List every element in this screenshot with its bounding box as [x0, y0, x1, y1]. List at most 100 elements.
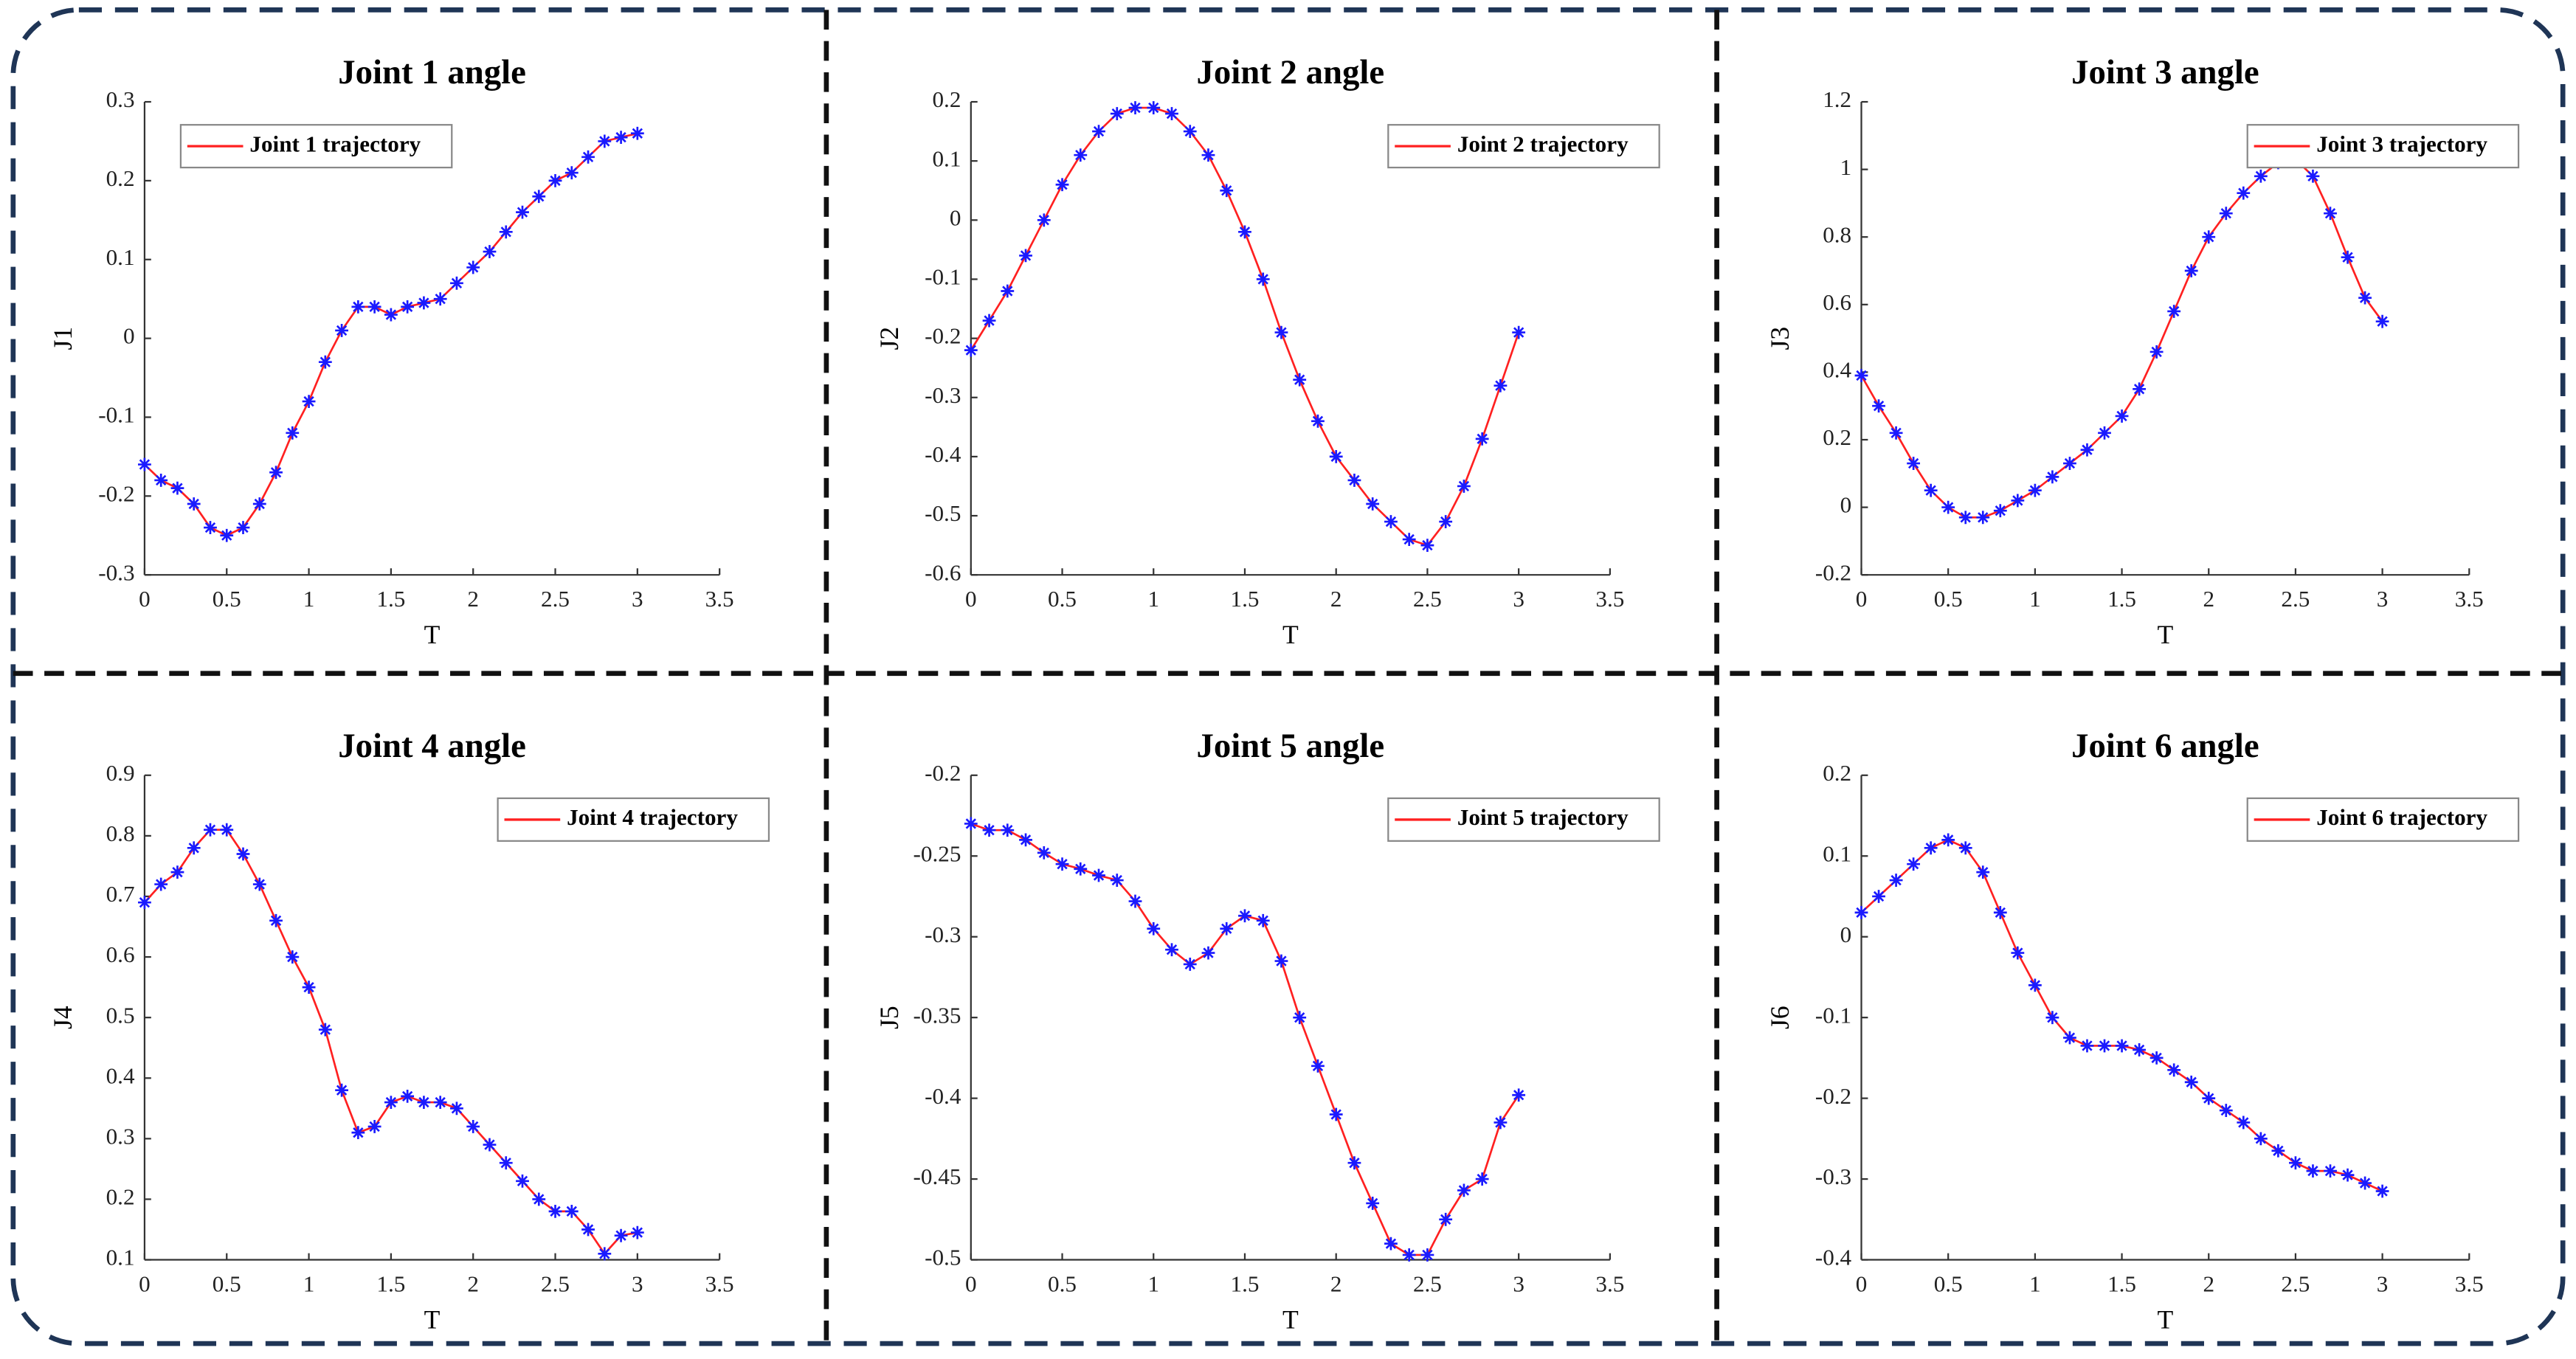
y-tick-label: -0.2 [1815, 559, 1851, 585]
chart: 0 0.5 1 1.5 2 2.5 3 3.5 0.1 0.2 0.3 0.4 0.5 0.6 0.7 0.8… [48, 727, 770, 1334]
x-axis-label: T [2158, 620, 2174, 649]
marker [318, 1023, 332, 1037]
legend-label: Joint 6 trajectory [2316, 804, 2487, 830]
marker [1311, 1059, 1325, 1073]
y-tick-label: -0.1 [98, 402, 134, 428]
chart-title: Joint 3 angle [2071, 53, 2259, 91]
marker [483, 245, 497, 258]
trajectory-line [1860, 838, 2383, 1192]
marker [1256, 272, 1270, 286]
marker [2011, 946, 2025, 960]
marker [1941, 500, 1955, 514]
marker [2045, 470, 2059, 484]
marker [2358, 291, 2372, 305]
marker [154, 474, 168, 487]
marker [1329, 1107, 1343, 1121]
marker [220, 823, 234, 837]
y-tick-label: 0.9 [106, 760, 135, 786]
y-tick-label: -0.3 [98, 559, 134, 585]
y-tick-label: 0.1 [1823, 840, 1851, 866]
marker [1907, 857, 1921, 871]
marker [1183, 958, 1197, 971]
x-tick-label: 0.5 [1934, 586, 1963, 612]
marker [1872, 890, 1885, 903]
marker [598, 1247, 612, 1261]
marker [2011, 494, 2025, 508]
marker [1924, 841, 1938, 855]
marker [1110, 874, 1124, 887]
x-tick-label: 3 [632, 1270, 643, 1296]
marker [384, 1096, 398, 1109]
y-tick-label: 0 [1840, 492, 1852, 518]
marker [483, 1138, 497, 1152]
marker [1293, 373, 1307, 387]
marker [1872, 399, 1885, 413]
marker [433, 292, 447, 306]
marker [1147, 101, 1161, 114]
y-tick-label: 0.2 [106, 1184, 135, 1210]
marker [1037, 213, 1051, 227]
y-axis-label: J3 [1765, 327, 1795, 350]
marker [1311, 414, 1325, 428]
trajectory-line [143, 132, 638, 537]
marker [351, 1126, 365, 1140]
marker [1976, 865, 1990, 879]
y-tick-label: -0.3 [925, 382, 961, 408]
marker [2254, 1132, 2268, 1146]
marker [1854, 905, 1868, 919]
marker [2080, 443, 2094, 457]
marker [581, 1223, 595, 1237]
chart-title: Joint 2 angle [1197, 53, 1385, 91]
marker [2063, 457, 2076, 470]
trajectory-line [970, 106, 1520, 547]
y-tick-label: -0.3 [1815, 1163, 1851, 1189]
marker [466, 1120, 480, 1133]
marker [1494, 1116, 1508, 1130]
y-axis-label: J6 [1765, 1006, 1795, 1029]
marker [2167, 305, 2181, 318]
marker [2219, 207, 2233, 221]
marker [450, 276, 463, 290]
marker [1110, 107, 1124, 120]
y-tick-label: -0.5 [925, 1245, 961, 1270]
marker [335, 1083, 348, 1097]
legend-label: Joint 4 trajectory [567, 804, 738, 830]
legend-box [1387, 124, 1660, 169]
y-tick-label: 0.8 [106, 820, 135, 846]
y-tick-label: 0.8 [1823, 221, 1851, 247]
marker [516, 205, 529, 219]
x-tick-label: 2 [2203, 586, 2214, 612]
x-tick-label: 3.5 [1595, 1270, 1624, 1296]
y-tick-label: -0.4 [925, 441, 961, 467]
y-tick-label: -0.1 [1815, 1002, 1851, 1028]
marker [2184, 1075, 2198, 1089]
marker [2375, 1184, 2389, 1198]
y-tick-label: 0.4 [1823, 357, 1851, 383]
marker [1907, 457, 1921, 470]
marker [1147, 921, 1161, 936]
marker [1019, 833, 1032, 847]
marker [1238, 909, 1251, 923]
y-tick-label: -0.2 [98, 480, 134, 506]
marker [1889, 874, 1903, 887]
marker [1384, 1237, 1398, 1251]
marker [1329, 449, 1343, 463]
x-tick-label: 2 [1330, 586, 1342, 612]
y-tick-label: 0.7 [106, 881, 135, 907]
marker [2115, 409, 2129, 423]
marker [417, 296, 431, 310]
marker [1037, 846, 1051, 860]
x-tick-label: 3 [2377, 1270, 2389, 1296]
trajectory-line [143, 829, 638, 1256]
marker [1201, 148, 1215, 162]
x-tick-label: 0.5 [213, 1270, 241, 1296]
marker [1889, 426, 1903, 440]
marker [204, 823, 217, 837]
marker [367, 300, 381, 314]
marker [548, 173, 562, 187]
marker [598, 134, 612, 148]
x-tick-label: 1 [2029, 1270, 2041, 1296]
y-tick-label: 0.1 [106, 1245, 135, 1270]
marker [187, 497, 201, 511]
